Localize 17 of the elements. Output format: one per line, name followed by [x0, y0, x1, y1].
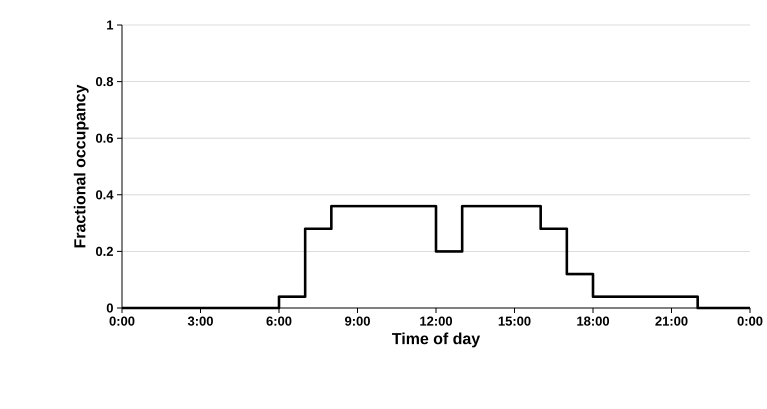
x-axis-title: Time of day [392, 332, 480, 348]
x-tick-label: 0:00 [738, 316, 762, 326]
y-tick-label: 0.6 [96, 134, 114, 143]
x-tick-label: 3:00 [188, 316, 213, 326]
x-tick-label: 21:00 [655, 316, 688, 326]
x-tick-label: 18:00 [577, 316, 610, 326]
x-tick-label: 9:00 [344, 316, 370, 326]
x-tick-label: 12:00 [420, 316, 452, 326]
y-axis-title: Fractional occupancy [74, 84, 89, 248]
y-tick-label: 0.4 [96, 190, 114, 200]
y-tick-label: 0 [106, 303, 113, 313]
y-tick-label: 0.8 [96, 77, 114, 86]
x-tick-label: 0:00 [110, 316, 134, 326]
y-tick-label: 0.2 [96, 246, 113, 256]
y-tick-label: 1 [107, 20, 114, 30]
x-tick-label: 6:00 [266, 316, 292, 326]
x-tick-label: 15:00 [498, 316, 531, 326]
